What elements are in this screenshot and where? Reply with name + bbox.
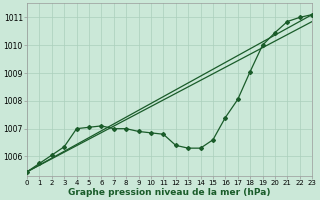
X-axis label: Graphe pression niveau de la mer (hPa): Graphe pression niveau de la mer (hPa) [68,188,271,197]
